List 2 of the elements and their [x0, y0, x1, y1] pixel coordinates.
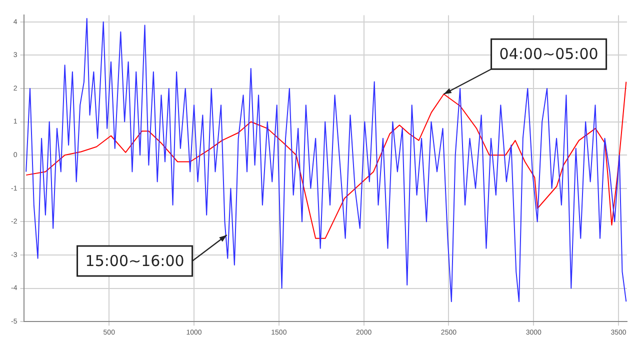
- annotation: 04:00~05:00: [499, 45, 598, 64]
- annotation: 15:00~16:00: [85, 252, 184, 270]
